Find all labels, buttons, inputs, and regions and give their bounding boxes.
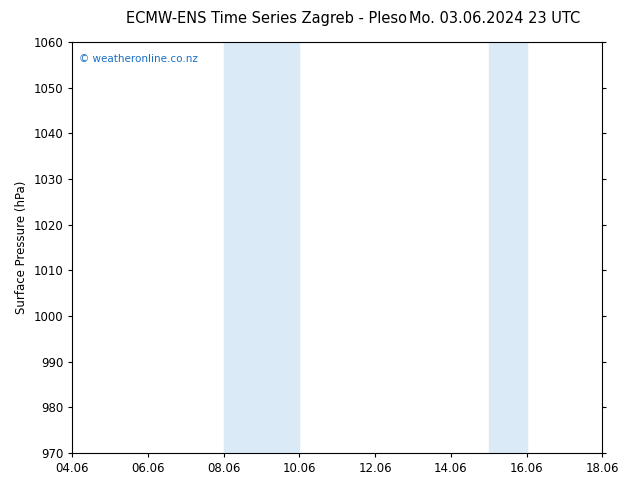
Y-axis label: Surface Pressure (hPa): Surface Pressure (hPa) bbox=[15, 181, 28, 314]
Text: Mo. 03.06.2024 23 UTC: Mo. 03.06.2024 23 UTC bbox=[409, 11, 580, 26]
Text: ECMW-ENS Time Series Zagreb - Pleso: ECMW-ENS Time Series Zagreb - Pleso bbox=[126, 11, 407, 26]
Text: © weatheronline.co.nz: © weatheronline.co.nz bbox=[79, 54, 198, 64]
Bar bbox=[489, 42, 527, 453]
Bar bbox=[224, 42, 299, 453]
